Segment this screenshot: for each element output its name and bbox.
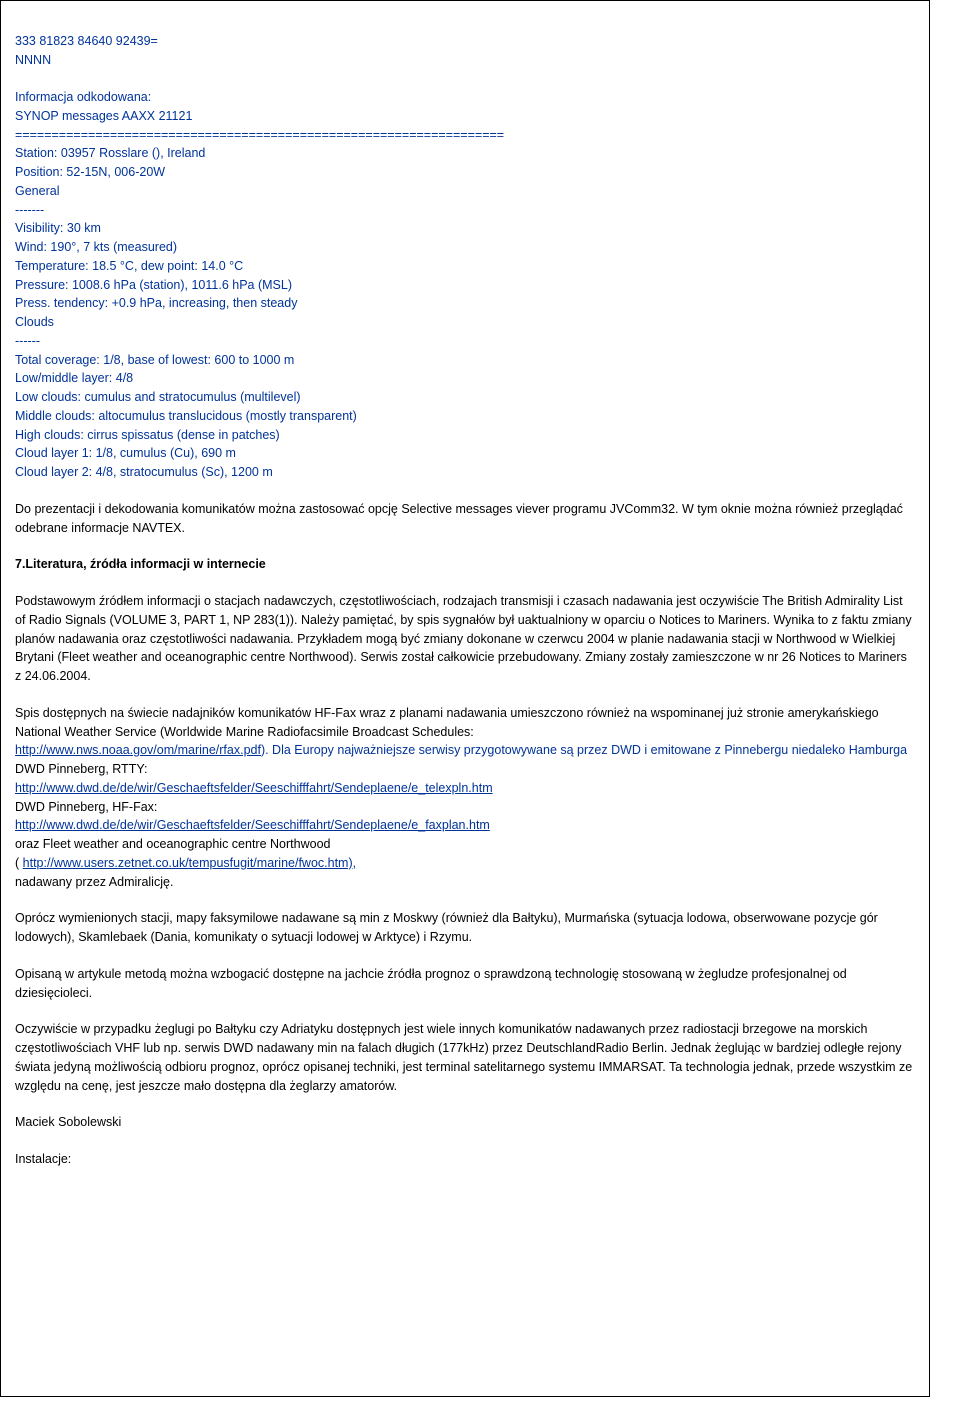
synop-line: Cloud layer 1: 1/8, cumulus (Cu), 690 m bbox=[15, 446, 236, 460]
synop-line: Clouds bbox=[15, 315, 54, 329]
text-fragment: oraz Fleet weather and oceanographic cen… bbox=[15, 837, 330, 851]
synop-line: Position: 52-15N, 006-20W bbox=[15, 165, 165, 179]
link-dwd-hffax[interactable]: http://www.dwd.de/de/wir/Geschaeftsfelde… bbox=[15, 818, 490, 832]
synop-line: Press. tendency: +0.9 hPa, increasing, t… bbox=[15, 296, 297, 310]
synop-line: Middle clouds: altocumulus translucidous… bbox=[15, 409, 357, 423]
installations-label: Instalacje: bbox=[15, 1150, 915, 1169]
synop-line: Total coverage: 1/8, base of lowest: 600… bbox=[15, 353, 294, 367]
text-fragment: ). Dla Europy najważniejsze serwisy przy… bbox=[261, 743, 907, 757]
link-fwoc[interactable]: http://www.users.zetnet.co.uk/tempusfugi… bbox=[23, 856, 356, 870]
link-dwd-rtty[interactable]: http://www.dwd.de/de/wir/Geschaeftsfelde… bbox=[15, 781, 493, 795]
paragraph-intro: Do prezentacji i dekodowania komunikatów… bbox=[15, 500, 915, 538]
synop-line: Wind: 190°, 7 kts (measured) bbox=[15, 240, 177, 254]
synop-line: Pressure: 1008.6 hPa (station), 1011.6 h… bbox=[15, 278, 292, 292]
synop-line: General bbox=[15, 184, 59, 198]
text-fragment: Spis dostępnych na świecie nadajników ko… bbox=[15, 706, 879, 739]
synop-line: Low/middle layer: 4/8 bbox=[15, 371, 133, 385]
paragraph-method: Opisaną w artykule metodą można wzbogaci… bbox=[15, 965, 915, 1003]
text-fragment: ( bbox=[15, 856, 23, 870]
synop-line: SYNOP messages AAXX 21121 bbox=[15, 109, 192, 123]
text-fragment: nadawany przez Admiralicję. bbox=[15, 875, 173, 889]
synop-line: Low clouds: cumulus and stratocumulus (m… bbox=[15, 390, 301, 404]
synop-line: Temperature: 18.5 °C, dew point: 14.0 °C bbox=[15, 259, 243, 273]
synop-line: High clouds: cirrus spissatus (dense in … bbox=[15, 428, 280, 442]
synop-line: Informacja odkodowana: bbox=[15, 90, 151, 104]
synop-line: Visibility: 30 km bbox=[15, 221, 101, 235]
paragraph-links-block: Spis dostępnych na świecie nadajników ko… bbox=[15, 704, 915, 892]
synop-line: ------- bbox=[15, 203, 44, 217]
paragraph-sources: Podstawowym źródłem informacji o stacjac… bbox=[15, 592, 915, 686]
text-fragment: DWD Pinneberg, HF-Fax: bbox=[15, 800, 157, 814]
synop-line: Cloud layer 2: 4/8, stratocumulus (Sc), … bbox=[15, 465, 273, 479]
section-heading-literature: 7.Literatura, źródła informacji w intern… bbox=[15, 555, 915, 574]
paragraph-baltic: Oczywiście w przypadku żeglugi po Bałtyk… bbox=[15, 1020, 915, 1095]
link-noaa-rfax[interactable]: http://www.nws.noaa.gov/om/marine/rfax.p… bbox=[15, 743, 261, 757]
synop-line: NNNN bbox=[15, 53, 51, 67]
text-fragment: DWD Pinneberg, RTTY: bbox=[15, 762, 147, 776]
paragraph-other-stations: Oprócz wymienionych stacji, mapy faksymi… bbox=[15, 909, 915, 947]
synop-line: 333 81823 84640 92439= bbox=[15, 34, 158, 48]
author-name: Maciek Sobolewski bbox=[15, 1113, 915, 1132]
decoded-synop-block: 333 81823 84640 92439= NNNN Informacja o… bbox=[15, 13, 915, 482]
synop-line: ========================================… bbox=[15, 128, 504, 142]
synop-line: ------ bbox=[15, 334, 40, 348]
synop-line: Station: 03957 Rosslare (), Ireland bbox=[15, 146, 205, 160]
